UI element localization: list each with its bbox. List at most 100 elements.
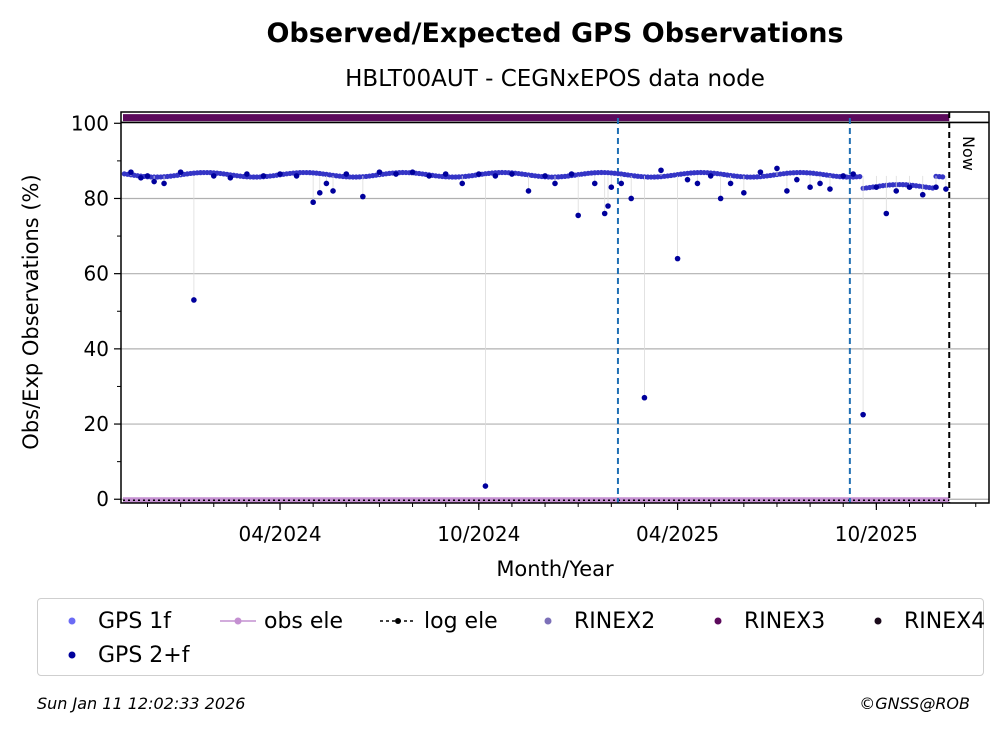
gps-point [840,173,847,179]
gps-point [883,210,890,217]
legend-entry-rinex2: RINEX2 [528,607,655,635]
gps-point [277,171,283,177]
gps-point [618,180,625,187]
gps-point [330,188,336,194]
gps-point [674,255,681,262]
copyright: ©GNSS@ROB [859,694,970,713]
legend-label: RINEX2 [574,608,656,634]
gps-point [893,188,900,194]
y-tick-label: 0 [96,487,109,511]
gps-point [260,173,267,179]
gps-point [459,180,466,187]
gps-point [442,171,449,177]
chart: Observed/Expected GPS Observations HBLT0… [19,18,990,581]
legend-marker [68,651,76,659]
gps-point [227,174,234,181]
legend-label: log ele [424,608,498,634]
gps-point [552,180,558,187]
gps-point [393,171,399,177]
gps-point [482,483,489,489]
legend-entry-rinex3: RINEX3 [698,607,825,635]
now-label: Now [959,136,978,171]
y-tick-label: 100 [71,111,109,135]
gps-point [151,178,157,185]
gps-point [827,186,833,192]
gps-band-point [857,173,863,180]
gps-point [542,173,548,179]
gps-point [943,186,949,192]
gps-point [784,188,790,194]
legend-marker [380,618,416,624]
gps-point [684,176,691,183]
x-tick-label: 10/2024 [437,522,520,546]
legend: GPS 1f obs ele log ele RINEX2 RINEX3 RINEX4 GP… [37,598,986,676]
legend-marker [874,617,882,625]
x-tick-label: 10/2025 [835,522,918,546]
gps-point [360,193,366,200]
gps-point [906,184,913,190]
legend-entry-gps-2-f: GPS 2+f [52,641,189,669]
gps-point [707,173,714,179]
x-axis-label: Month/Year [496,557,614,581]
legend-marker [544,617,552,625]
obs-ele-band [123,497,950,504]
gps-point [641,394,648,401]
gps-point [933,184,939,190]
legend-label: obs ele [264,608,344,634]
gps-point [727,180,734,187]
gps-point [575,212,581,219]
gps-point [310,199,316,206]
y-tick-label: 60 [84,262,109,286]
y-tick-label: 40 [84,337,109,361]
gps-point [794,176,800,183]
gps-point [774,165,780,172]
legend-marker [714,617,722,625]
gps-point [144,173,151,179]
gps-point [343,171,350,177]
gps-point [919,191,926,198]
legend-entry-gps-1f: GPS 1f [52,607,171,635]
y-tick-label: 80 [84,186,109,210]
gps-point [658,167,664,174]
gps-point [757,169,764,175]
gps-point [210,173,217,179]
gps-point [628,195,634,202]
gps-point [128,169,134,175]
gps-point [860,411,866,418]
gps-point [177,169,184,175]
gps-point [293,173,300,179]
gps-point [568,171,575,177]
gps-point [376,169,383,175]
chart-title: Observed/Expected GPS Observations [266,18,843,49]
gps-point [601,210,608,217]
plot-frame [120,111,990,504]
gps-point [509,171,515,177]
gps-point [161,180,167,187]
legend-label: GPS 2+f [98,642,190,668]
gps-point [605,203,611,209]
gps-point [694,180,701,187]
gps-point [807,184,813,190]
gps-point [426,173,432,179]
gps-point [476,171,482,177]
legend-label: RINEX4 [904,608,986,634]
gps-point [741,190,747,196]
legend-entry-log-ele: log ele [378,607,498,635]
legend-entry-obs-ele: obs ele [218,607,343,635]
gps-point [492,173,499,179]
gps-point [717,195,724,202]
y-tick-label: 20 [84,412,109,436]
x-tick-label: 04/2024 [238,522,321,546]
gps-point [525,188,532,194]
gps-point [244,171,250,177]
timestamp: Sun Jan 11 12:02:33 2026 [37,694,246,713]
legend-marker [220,617,256,625]
gps-point [817,180,823,187]
y-axis-label: Obs/Exp Observations (%) [19,174,43,449]
x-tick-label: 04/2025 [636,522,719,546]
chart-subtitle: HBLT00AUT - CEGNxEPOS data node [345,66,765,92]
gps-point [323,180,330,187]
gps-point [608,184,615,190]
legend-marker [68,617,76,625]
legend-label: GPS 1f [98,608,172,634]
